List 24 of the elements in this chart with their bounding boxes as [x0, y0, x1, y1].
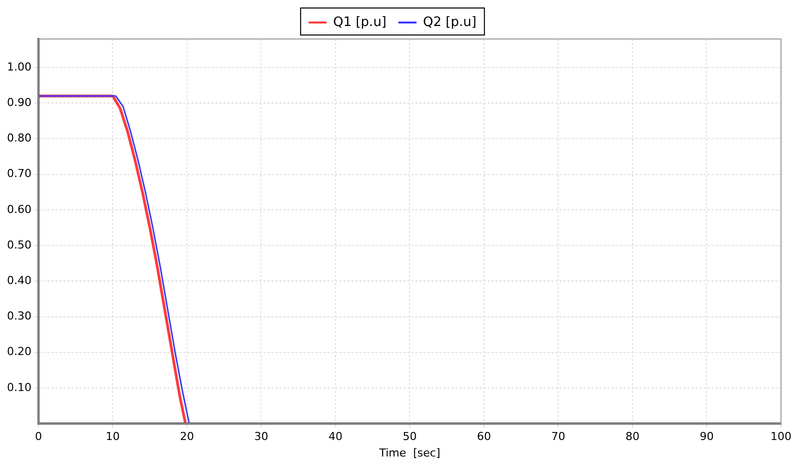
- y-tick-label: 0.60: [6, 202, 32, 216]
- y-tick-label: 0.70: [6, 167, 32, 180]
- x-tick-label: 90: [700, 430, 714, 444]
- y-tick-label: 0.10: [6, 380, 32, 394]
- y-tick-label: 1.00: [6, 60, 32, 74]
- x-tick-label: 80: [626, 430, 640, 444]
- x-tick-label: 50: [402, 430, 417, 444]
- y-tick-label: 0.30: [6, 310, 32, 323]
- legend-label: Q1 [p.u]: [333, 14, 387, 30]
- x-tick-label: 10: [106, 430, 120, 444]
- x-tick-label: 70: [551, 430, 566, 444]
- legend-label: Q2 [p.u]: [423, 14, 476, 30]
- x-tick-label: 0: [34, 430, 42, 444]
- y-tick-label: 0.90: [6, 96, 32, 109]
- x-tick-label: 30: [254, 430, 268, 444]
- y-tick-label: 0.20: [6, 345, 32, 358]
- y-tick-label: 0.80: [6, 132, 32, 145]
- y-tick-label: 0.50: [6, 238, 32, 252]
- y-tick-label: 0.40: [6, 274, 32, 288]
- x-tick-label: 20: [180, 430, 194, 444]
- x-tick-label: 100: [770, 430, 792, 444]
- x-tick-label: 60: [476, 430, 491, 444]
- x-axis-title: Time [sec]: [378, 446, 440, 460]
- x-tick-label: 40: [328, 430, 342, 444]
